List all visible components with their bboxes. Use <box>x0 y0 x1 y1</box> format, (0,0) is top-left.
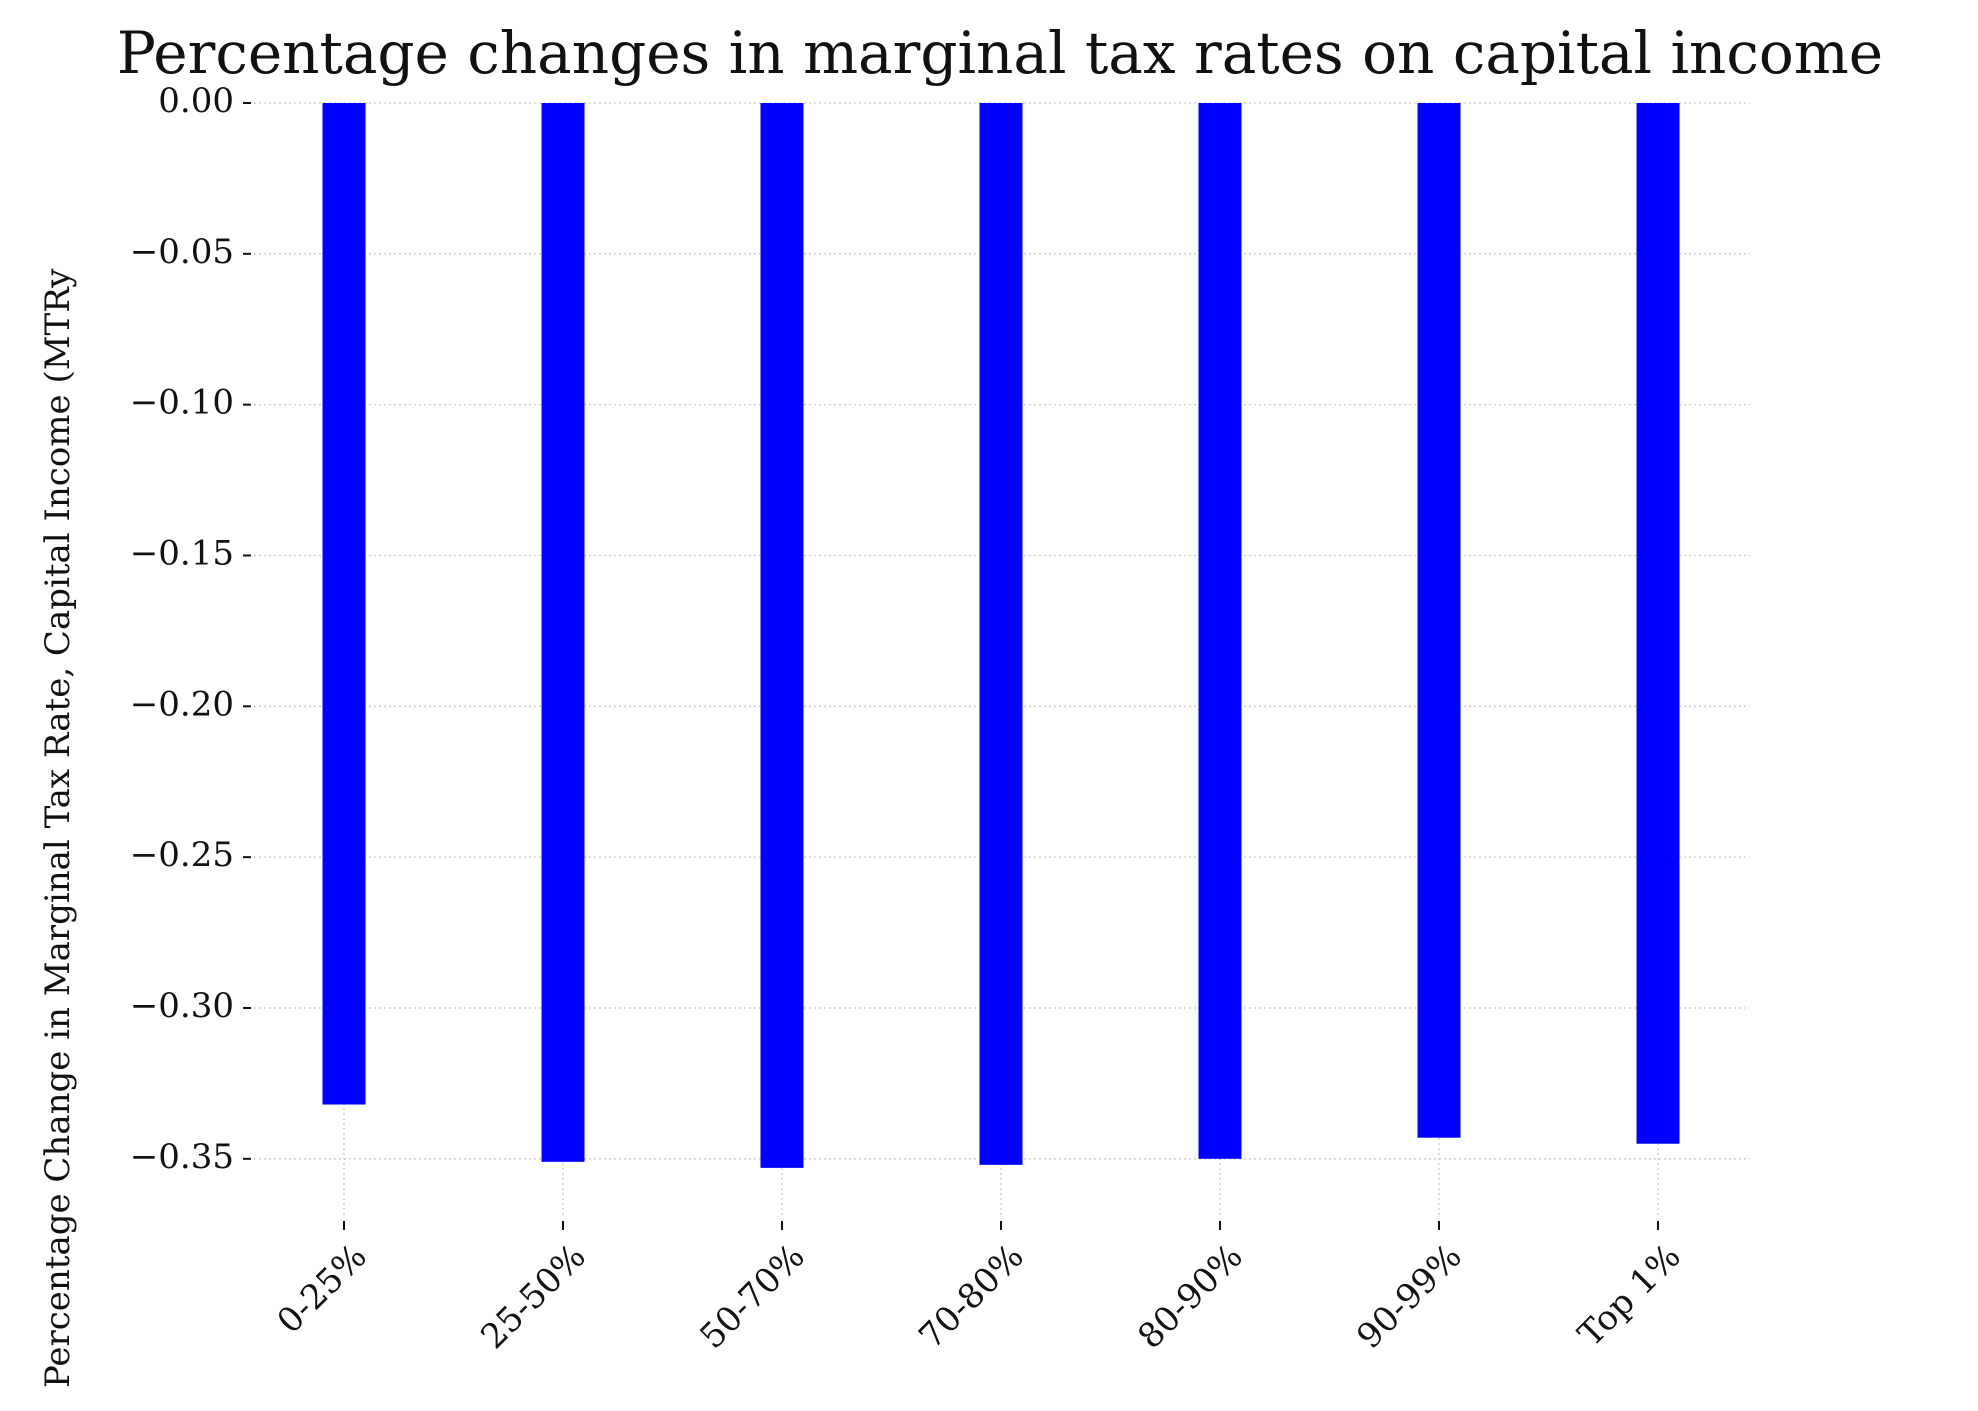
x-tick-label: Top 1% <box>1571 1236 1689 1354</box>
y-tick-label: −0.15 <box>130 533 234 573</box>
y-tick-label: −0.10 <box>130 383 234 423</box>
bar <box>760 103 804 1168</box>
x-tick-label: 70-80% <box>911 1236 1031 1356</box>
y-axis-label: Percentage Change in Marginal Tax Rate, … <box>38 268 78 1388</box>
x-tick-label: 50-70% <box>692 1236 812 1356</box>
x-tick-label: 80-90% <box>1130 1236 1250 1356</box>
bar <box>1636 103 1680 1144</box>
y-tick-label: −0.30 <box>130 986 234 1026</box>
bar <box>1198 103 1242 1159</box>
bar <box>322 103 366 1105</box>
bar <box>1417 103 1461 1138</box>
bar <box>979 103 1023 1165</box>
x-tick-label: 90-99% <box>1349 1236 1469 1356</box>
bar <box>541 103 585 1162</box>
y-tick-label: −0.05 <box>130 232 234 272</box>
y-tick-label: −0.35 <box>130 1137 234 1177</box>
chart-title: Percentage changes in marginal tax rates… <box>117 19 1883 87</box>
x-tick-label: 25-50% <box>473 1236 593 1356</box>
y-tick-label: −0.25 <box>130 835 234 875</box>
y-tick-label: 0.00 <box>158 81 234 121</box>
x-tick-label: 0-25% <box>270 1236 375 1341</box>
y-tick-label: −0.20 <box>130 684 234 724</box>
